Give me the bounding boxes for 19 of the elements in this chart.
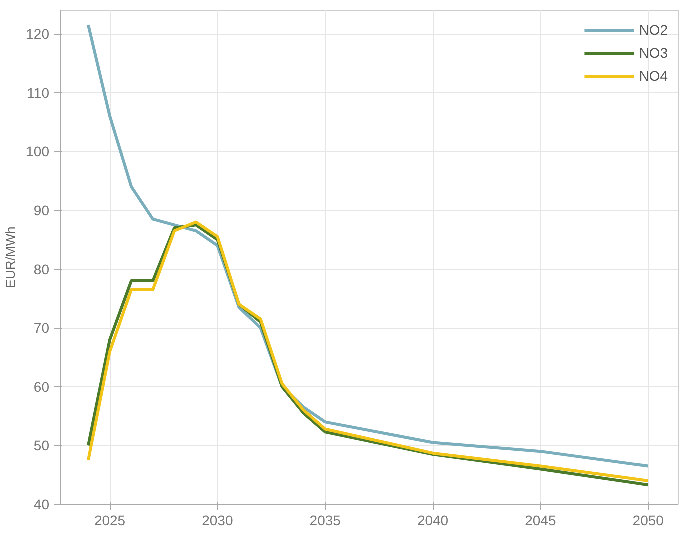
y-axis-title: EUR/MWh: [3, 226, 18, 288]
y-tick-label: 110: [27, 84, 50, 101]
y-tick-label: 120: [26, 26, 50, 42]
y-tick-label: 80: [34, 261, 50, 278]
y-tick-label: 40: [34, 496, 50, 512]
x-tick-label: 2025: [94, 512, 126, 528]
y-tick-label: 50: [34, 438, 50, 454]
y-tick-label: 100: [26, 144, 50, 160]
y-tick-label: 70: [34, 320, 50, 336]
x-tick-label: 2050: [632, 512, 664, 528]
x-tick-label: 2040: [417, 512, 449, 528]
y-tick-label: 60: [34, 378, 50, 395]
x-tick-label: 2030: [202, 512, 234, 528]
legend-label: NO4: [639, 68, 668, 84]
legend-label: NO3: [639, 45, 668, 61]
y-tick-label: 90: [34, 202, 50, 218]
x-tick-label: 2035: [310, 512, 342, 528]
x-tick-label: 2045: [525, 512, 556, 528]
legend-label: NO2: [639, 22, 668, 38]
